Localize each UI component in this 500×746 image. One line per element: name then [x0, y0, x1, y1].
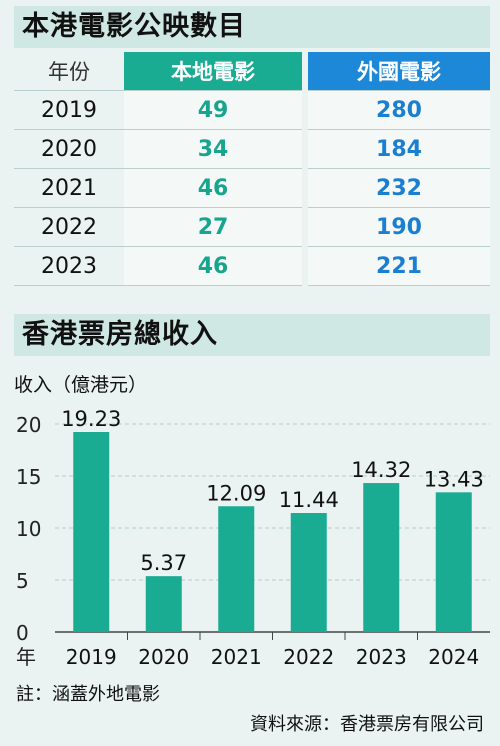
data-label: 19.23: [61, 407, 121, 431]
data-label: 13.43: [424, 467, 484, 491]
data-label: 14.32: [351, 458, 411, 482]
data-label: 11.44: [279, 488, 339, 512]
year-cell: 2020: [14, 130, 124, 169]
bar: [363, 483, 400, 632]
y-axis-label: 收入（億港元）: [14, 374, 148, 396]
local-header: 本地電影: [124, 52, 302, 91]
source-credit: 資料來源：香港票房有限公司: [250, 714, 484, 735]
bar: [290, 513, 327, 632]
local-cell: 46: [124, 169, 302, 208]
bar: [145, 576, 182, 632]
local-cell: 34: [124, 130, 302, 169]
year-cell: 2022: [14, 208, 124, 247]
foreign-cell: 221: [308, 247, 490, 286]
table-row: 2022 27 190: [14, 208, 490, 247]
table-row: 2019 49 280: [14, 91, 490, 130]
year-cell: 2019: [14, 91, 124, 130]
table-row: 2021 46 232: [14, 169, 490, 208]
x-tick-label: 2021: [211, 645, 262, 669]
foreign-header: 外國電影: [308, 52, 490, 91]
year-cell: 2021: [14, 169, 124, 208]
y-tick-label: 15: [16, 465, 41, 489]
bar: [73, 432, 110, 632]
x-tick-label: 2024: [428, 645, 479, 669]
year-header: 年份: [14, 52, 124, 91]
foreign-cell: 232: [308, 169, 490, 208]
boxoffice-title: 香港票房總收入: [14, 314, 490, 356]
bar: [435, 492, 472, 632]
foreign-cell: 184: [308, 130, 490, 169]
data-label: 12.09: [206, 481, 266, 505]
y-tick-label: 0: [16, 621, 29, 645]
x-tick-label: 2023: [356, 645, 407, 669]
foreign-cell: 280: [308, 91, 490, 130]
box-office-bar-chart: 0 5 10 15 20 年 19.23 2019 5.37 2020 12.09 2021 11.44…: [16, 407, 490, 669]
x-axis-label: 年: [16, 645, 36, 669]
films-title: 本港電影公映數目: [14, 6, 490, 48]
films-table: 年份 本地電影 外國電影 2019 49 280 2020 34 184 202…: [14, 52, 490, 286]
local-cell: 27: [124, 208, 302, 247]
x-tick-label: 2022: [283, 645, 334, 669]
y-tick-label: 10: [16, 517, 41, 541]
bar: [218, 506, 255, 632]
foreign-cell: 190: [308, 208, 490, 247]
local-cell: 46: [124, 247, 302, 286]
y-tick-label: 20: [16, 413, 41, 437]
footnote: 註：涵蓋外地電影: [16, 684, 160, 705]
table-header-row: 年份 本地電影 外國電影: [14, 52, 490, 91]
y-tick-label: 5: [16, 569, 29, 593]
x-tick-label: 2020: [138, 645, 189, 669]
x-tick-label: 2019: [66, 645, 117, 669]
table-row: 2020 34 184: [14, 130, 490, 169]
local-cell: 49: [124, 91, 302, 130]
table-row: 2023 46 221: [14, 247, 490, 286]
data-label: 5.37: [140, 551, 187, 575]
year-cell: 2023: [14, 247, 124, 286]
